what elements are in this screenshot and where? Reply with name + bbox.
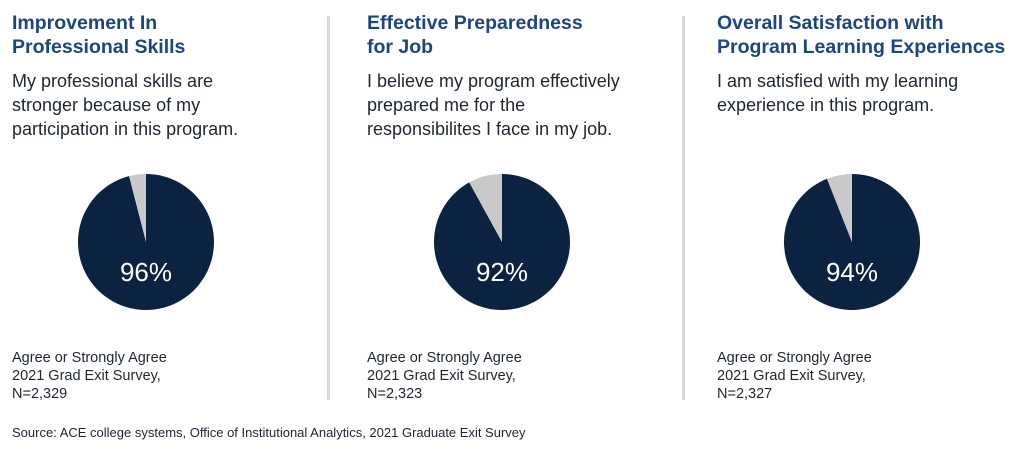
footnote-line: Agree or Strongly Agree (717, 350, 872, 366)
pie-percent-label: 96% (119, 257, 173, 287)
pie-chart: 94% (782, 172, 922, 312)
question-line: experience in this program. (717, 95, 935, 115)
footnote-line: Agree or Strongly Agree (12, 350, 167, 366)
title-line: Program Learning Experiences (717, 36, 1006, 58)
survey-question: I believe my program effectively prepare… (367, 69, 620, 141)
title-line: Professional Skills (12, 36, 186, 58)
pie-chart: 96% (76, 172, 216, 312)
footnote: Agree or Strongly Agree 2021 Grad Exit S… (12, 349, 167, 403)
pie-svg (784, 174, 920, 310)
pie-svg (77, 174, 214, 310)
pie-svg (434, 174, 570, 310)
panel-title: Effective Preparedness for Job (367, 11, 583, 59)
survey-question: I am satisfied with my learning experien… (717, 69, 958, 117)
pie-slice-other (826, 174, 852, 242)
question-line: I believe my program effectively (367, 71, 620, 91)
footnote-line: 2021 Grad Exit Survey, (12, 368, 161, 384)
divider (327, 16, 330, 400)
footnote-line: Agree or Strongly Agree (367, 350, 522, 366)
title-line: Overall Satisfaction with (717, 12, 944, 34)
footnote: Agree or Strongly Agree 2021 Grad Exit S… (367, 349, 522, 403)
footnote-sample-size: N=2,327 (717, 386, 773, 402)
pie-slice-other (469, 174, 502, 242)
question-line: prepared me for the (367, 95, 526, 115)
question-line: participation in this program. (12, 119, 239, 139)
panel-professional-skills: Improvement In Professional Skills My pr… (12, 0, 322, 410)
survey-question: My professional skills are stronger beca… (12, 69, 238, 141)
question-line: My professional skills are (12, 71, 214, 91)
question-line: stronger because of my (12, 95, 201, 115)
source-note: Source: ACE college systems, Office of I… (12, 425, 526, 440)
panel-title: Overall Satisfaction with Program Learni… (717, 11, 1005, 59)
footnote-line: 2021 Grad Exit Survey, (717, 368, 866, 384)
pie-percent-label: 92% (475, 257, 529, 287)
footnote-sample-size: N=2,323 (367, 386, 423, 402)
panel-title: Improvement In Professional Skills (12, 11, 185, 59)
footnote-sample-size: N=2,329 (12, 386, 68, 402)
title-line: Improvement In (12, 12, 158, 34)
footnote-line: 2021 Grad Exit Survey, (367, 368, 516, 384)
question-line: I am satisfied with my learning (717, 71, 959, 91)
pie-percent-label: 94% (825, 257, 879, 287)
pie-chart: 92% (432, 172, 572, 312)
title-line: for Job (367, 36, 434, 58)
footnote: Agree or Strongly Agree 2021 Grad Exit S… (717, 349, 872, 403)
question-line: responsibilites I face in my job. (367, 119, 613, 139)
title-line: Effective Preparedness (367, 12, 583, 34)
panel-job-preparedness: Effective Preparedness for Job I believe… (367, 0, 677, 410)
divider (682, 16, 685, 400)
panel-overall-satisfaction: Overall Satisfaction with Program Learni… (717, 0, 1022, 410)
pie-slice-agree (77, 174, 214, 310)
pie-slice-other (129, 174, 146, 242)
